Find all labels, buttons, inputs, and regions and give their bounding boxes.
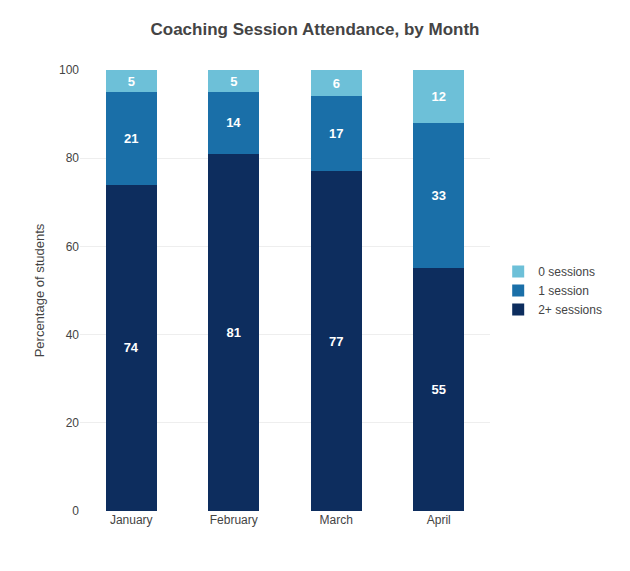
svg-text:5: 5 <box>128 74 135 89</box>
svg-text:12: 12 <box>432 89 446 104</box>
svg-text:6: 6 <box>333 76 340 91</box>
svg-text:February: February <box>210 513 258 527</box>
svg-text:0 sessions: 0 sessions <box>538 265 595 279</box>
svg-text:0: 0 <box>72 504 79 518</box>
svg-text:21: 21 <box>124 131 138 146</box>
svg-text:17: 17 <box>329 126 343 141</box>
svg-text:74: 74 <box>124 340 139 355</box>
svg-text:14: 14 <box>226 115 241 130</box>
svg-text:January: January <box>110 513 153 527</box>
svg-text:Coaching Session Attendance, b: Coaching Session Attendance, by Month <box>150 20 479 39</box>
svg-text:100: 100 <box>59 63 79 77</box>
svg-text:60: 60 <box>66 240 80 254</box>
svg-text:Percentage of students: Percentage of students <box>32 223 47 357</box>
svg-text:80: 80 <box>66 151 80 165</box>
svg-text:2+ sessions: 2+ sessions <box>538 303 602 317</box>
svg-text:April: April <box>427 513 451 527</box>
svg-text:55: 55 <box>432 382 446 397</box>
svg-text:1 session: 1 session <box>538 284 589 298</box>
svg-text:5: 5 <box>230 74 237 89</box>
svg-text:March: March <box>320 513 353 527</box>
svg-text:33: 33 <box>432 188 446 203</box>
svg-text:81: 81 <box>227 325 241 340</box>
svg-text:77: 77 <box>329 334 343 349</box>
svg-text:20: 20 <box>66 416 80 430</box>
svg-text:40: 40 <box>66 328 80 342</box>
